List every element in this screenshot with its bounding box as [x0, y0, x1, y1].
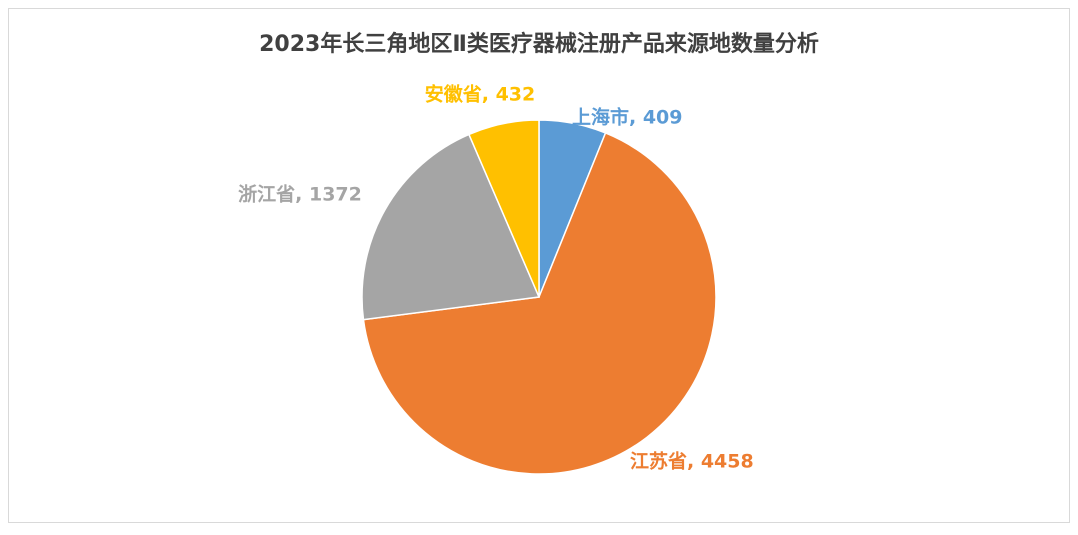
pie-slice — [362, 131, 717, 475]
data-label: 浙江省, 1372 — [238, 183, 362, 206]
data-label: 安徽省, 432 — [425, 83, 536, 106]
pie-slice — [467, 119, 540, 298]
chart-title: 2023年长三角地区Ⅱ类医疗器械注册产品来源地数量分析 — [259, 31, 819, 57]
pie-slice — [361, 133, 541, 321]
data-label: 江苏省, 4458 — [630, 450, 754, 473]
data-label: 上海市, 409 — [572, 106, 683, 129]
